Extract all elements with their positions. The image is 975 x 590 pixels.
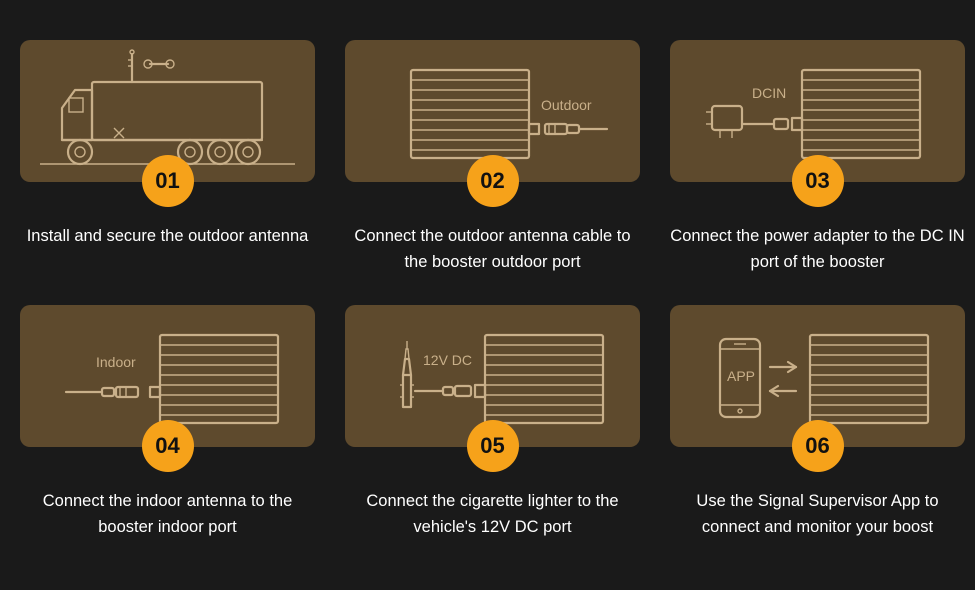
port-label: APP xyxy=(727,368,755,384)
step-2: Outdoor 02 Connect the outdoor antenna c… xyxy=(345,40,640,275)
step-number-badge: 05 xyxy=(467,420,519,472)
port-label: 12V DC xyxy=(423,352,472,368)
panel-4: Indoor 04 xyxy=(20,305,315,447)
step-5: 12V DC 05 Connect the cigarette lighter … xyxy=(345,305,640,540)
step-4: Indoor 04 Connect the indoor antenna to … xyxy=(20,305,315,540)
step-caption: Connect the power adapter to the DC IN p… xyxy=(670,224,965,275)
step-number-badge: 02 xyxy=(467,155,519,207)
panel-5: 12V DC 05 xyxy=(345,305,640,447)
port-label: Outdoor xyxy=(541,97,592,113)
step-6: APP 06 Use the Signal Supervisor App to … xyxy=(670,305,965,540)
panel-6: APP 06 xyxy=(670,305,965,447)
step-3: DCIN 03 Connect the power adapter to the… xyxy=(670,40,965,275)
step-caption: Connect the cigarette lighter to the veh… xyxy=(345,489,640,540)
step-number-badge: 04 xyxy=(142,420,194,472)
step-number: 02 xyxy=(480,168,504,194)
step-number: 05 xyxy=(480,433,504,459)
step-number: 04 xyxy=(155,433,179,459)
steps-grid: 01 Install and secure the outdoor antenn… xyxy=(0,0,975,560)
panel-1: 01 xyxy=(20,40,315,182)
port-label: DCIN xyxy=(752,85,786,101)
panel-2: Outdoor 02 xyxy=(345,40,640,182)
step-number-badge: 01 xyxy=(142,155,194,207)
step-caption: Connect the indoor antenna to the booste… xyxy=(20,489,315,540)
step-caption: Install and secure the outdoor antenna xyxy=(27,224,309,250)
step-caption: Use the Signal Supervisor App to connect… xyxy=(670,489,965,540)
step-1: 01 Install and secure the outdoor antenn… xyxy=(20,40,315,275)
step-number-badge: 06 xyxy=(792,420,844,472)
step-number: 03 xyxy=(805,168,829,194)
step-number-badge: 03 xyxy=(792,155,844,207)
step-caption: Connect the outdoor antenna cable to the… xyxy=(345,224,640,275)
panel-3: DCIN 03 xyxy=(670,40,965,182)
port-label: Indoor xyxy=(96,354,136,370)
step-number: 01 xyxy=(155,168,179,194)
step-number: 06 xyxy=(805,433,829,459)
